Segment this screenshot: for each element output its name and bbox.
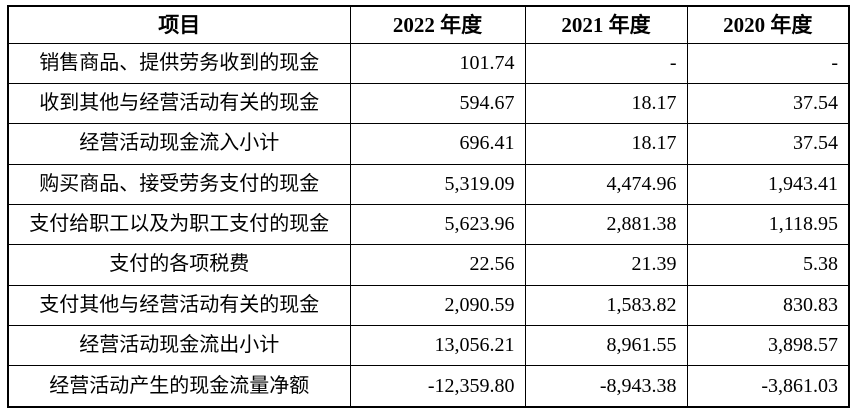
value-2021: 18.17 (524, 123, 688, 165)
table-row: 支付其他与经营活动有关的现金 2,090.59 1,583.82 830.83 (7, 284, 850, 327)
value-2021: 4,474.96 (524, 163, 688, 205)
table-row: 经营活动现金流入小计 696.41 18.17 37.54 (7, 123, 850, 165)
value-2020: -3,861.03 (686, 365, 850, 408)
value-2022: 101.74 (349, 42, 526, 84)
value-2022: 5,623.96 (349, 203, 526, 246)
header-cell-2022: 2022 年度 (349, 5, 526, 44)
table-row: 支付的各项税费 22.56 21.39 5.38 (7, 244, 850, 286)
row-label: 收到其他与经营活动有关的现金 (7, 82, 351, 125)
value-2021: -8,943.38 (524, 365, 688, 408)
table-row: 购买商品、接受劳务支付的现金 5,319.09 4,474.96 1,943.4… (7, 163, 850, 205)
value-2022: 594.67 (349, 82, 526, 125)
table-row: 经营活动产生的现金流量净额 -12,359.80 -8,943.38 -3,86… (7, 365, 850, 408)
row-label: 经营活动现金流出小计 (7, 325, 351, 367)
value-2021: 1,583.82 (524, 284, 688, 327)
header-cell-2020: 2020 年度 (686, 5, 850, 44)
table-row: 收到其他与经营活动有关的现金 594.67 18.17 37.54 (7, 82, 850, 125)
value-2021: 8,961.55 (524, 325, 688, 367)
row-label: 支付其他与经营活动有关的现金 (7, 284, 351, 327)
value-2021: - (524, 42, 688, 84)
value-2022: 2,090.59 (349, 284, 526, 327)
value-2021: 21.39 (524, 244, 688, 286)
value-2020: 1,118.95 (686, 203, 850, 246)
value-2020: 37.54 (686, 82, 850, 125)
row-label: 经营活动产生的现金流量净额 (7, 365, 351, 408)
header-cell-item: 项目 (7, 5, 351, 44)
value-2021: 18.17 (524, 82, 688, 125)
value-2020: 37.54 (686, 123, 850, 165)
value-2021: 2,881.38 (524, 203, 688, 246)
value-2020: 5.38 (686, 244, 850, 286)
value-2020: 830.83 (686, 284, 850, 327)
row-label: 支付给职工以及为职工支付的现金 (7, 203, 351, 246)
value-2022: 696.41 (349, 123, 526, 165)
value-2022: 13,056.21 (349, 325, 526, 367)
table-row: 经营活动现金流出小计 13,056.21 8,961.55 3,898.57 (7, 325, 850, 367)
cash-flow-table: 项目 2022 年度 2021 年度 2020 年度 销售商品、提供劳务收到的现… (7, 5, 850, 408)
value-2020: 3,898.57 (686, 325, 850, 367)
value-2022: -12,359.80 (349, 365, 526, 408)
value-2022: 5,319.09 (349, 163, 526, 205)
value-2022: 22.56 (349, 244, 526, 286)
header-row: 项目 2022 年度 2021 年度 2020 年度 (7, 5, 850, 44)
row-label: 经营活动现金流入小计 (7, 123, 351, 165)
row-label: 购买商品、接受劳务支付的现金 (7, 163, 351, 205)
header-cell-2021: 2021 年度 (524, 5, 688, 44)
row-label: 支付的各项税费 (7, 244, 351, 286)
value-2020: 1,943.41 (686, 163, 850, 205)
table-row: 销售商品、提供劳务收到的现金 101.74 - - (7, 42, 850, 84)
value-2020: - (686, 42, 850, 84)
table-row: 支付给职工以及为职工支付的现金 5,623.96 2,881.38 1,118.… (7, 203, 850, 246)
row-label: 销售商品、提供劳务收到的现金 (7, 42, 351, 84)
